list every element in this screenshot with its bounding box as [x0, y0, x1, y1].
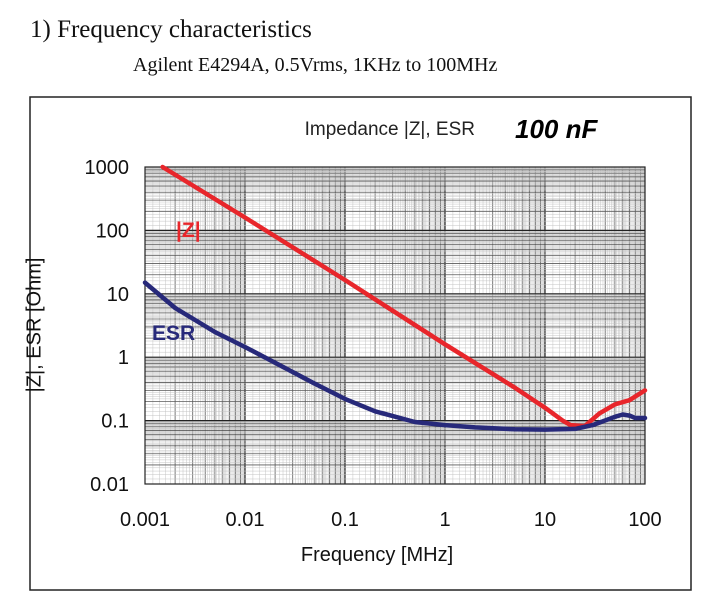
- section-title: 1) Frequency characteristics: [30, 16, 312, 43]
- x-axis-label: Frequency [MHz]: [301, 544, 453, 566]
- y-tick-label: 1000: [85, 157, 130, 179]
- series-group: [142, 164, 648, 432]
- y-axis-label: |Z|, ESR [Ohm]: [23, 258, 45, 393]
- series-label-esr: ESR: [152, 322, 195, 345]
- y-tick-label: 0.01: [90, 474, 129, 496]
- series-line-0: [160, 164, 648, 429]
- y-tick-label: 10: [107, 284, 129, 306]
- x-tick-label: 0.001: [120, 509, 170, 531]
- series-line-1: [142, 280, 648, 432]
- plot-area-border: [144, 166, 646, 485]
- section-subtitle: Agilent E4294A, 0.5Vrms, 1KHz to 100MHz: [133, 54, 498, 76]
- chart-title: Impedance |Z|, ESR: [305, 119, 475, 140]
- x-tick-label: 0.01: [226, 509, 265, 531]
- y-tick-label: 1: [118, 347, 129, 369]
- x-tick-label: 100: [628, 509, 661, 531]
- y-tick-label: 100: [96, 220, 129, 242]
- tick-labels: 0.001 0.01 0.1 1 10 100 1000 100 10 1 0.1 0.01: [85, 157, 662, 531]
- capacitance-badge: 100 nF: [515, 114, 598, 144]
- x-tick-label: 10: [534, 509, 556, 531]
- x-tick-label: 1: [439, 509, 450, 531]
- x-tick-label: 0.1: [331, 509, 359, 531]
- y-tick-label: 0.1: [101, 411, 129, 433]
- series-label-z: |Z|: [176, 219, 201, 242]
